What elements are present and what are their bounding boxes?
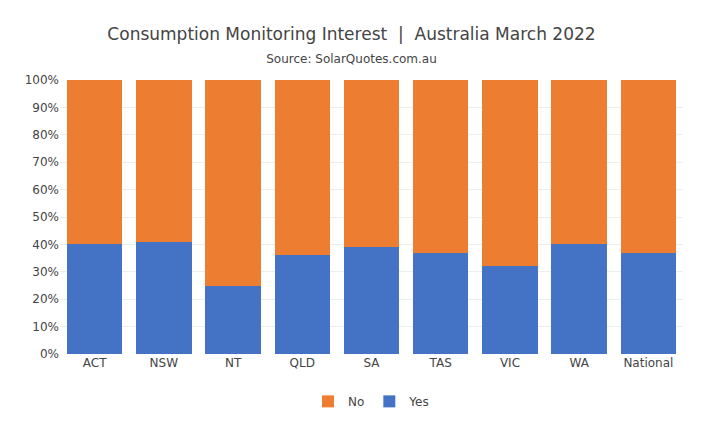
svg-text:QLD: QLD	[290, 356, 315, 370]
svg-text:NT: NT	[225, 356, 242, 370]
svg-text:40%: 40%	[32, 238, 59, 252]
svg-text:SA: SA	[363, 356, 380, 370]
svg-text:100%: 100%	[25, 73, 59, 87]
svg-text:10%: 10%	[32, 320, 59, 334]
svg-text:No: No	[348, 395, 364, 409]
svg-text:80%: 80%	[32, 128, 59, 142]
svg-text:0%: 0%	[40, 347, 59, 361]
svg-text:20%: 20%	[32, 292, 59, 306]
svg-text:70%: 70%	[32, 155, 59, 169]
svg-text:TAS: TAS	[429, 356, 452, 370]
svg-text:National: National	[623, 356, 673, 370]
svg-text:VIC: VIC	[500, 356, 520, 370]
svg-text:WA: WA	[569, 356, 589, 370]
svg-text:30%: 30%	[32, 265, 59, 279]
svg-text:90%: 90%	[32, 101, 59, 115]
svg-text:NSW: NSW	[150, 356, 179, 370]
svg-text:60%: 60%	[32, 183, 59, 197]
svg-text:Yes: Yes	[408, 395, 428, 409]
svg-text:Consumption Monitoring Interes: Consumption Monitoring Interest | Austra…	[107, 24, 595, 44]
svg-text:ACT: ACT	[83, 356, 107, 370]
svg-text:50%: 50%	[32, 210, 59, 224]
svg-text:Source: SolarQuotes.com.au: Source: SolarQuotes.com.au	[266, 52, 437, 66]
